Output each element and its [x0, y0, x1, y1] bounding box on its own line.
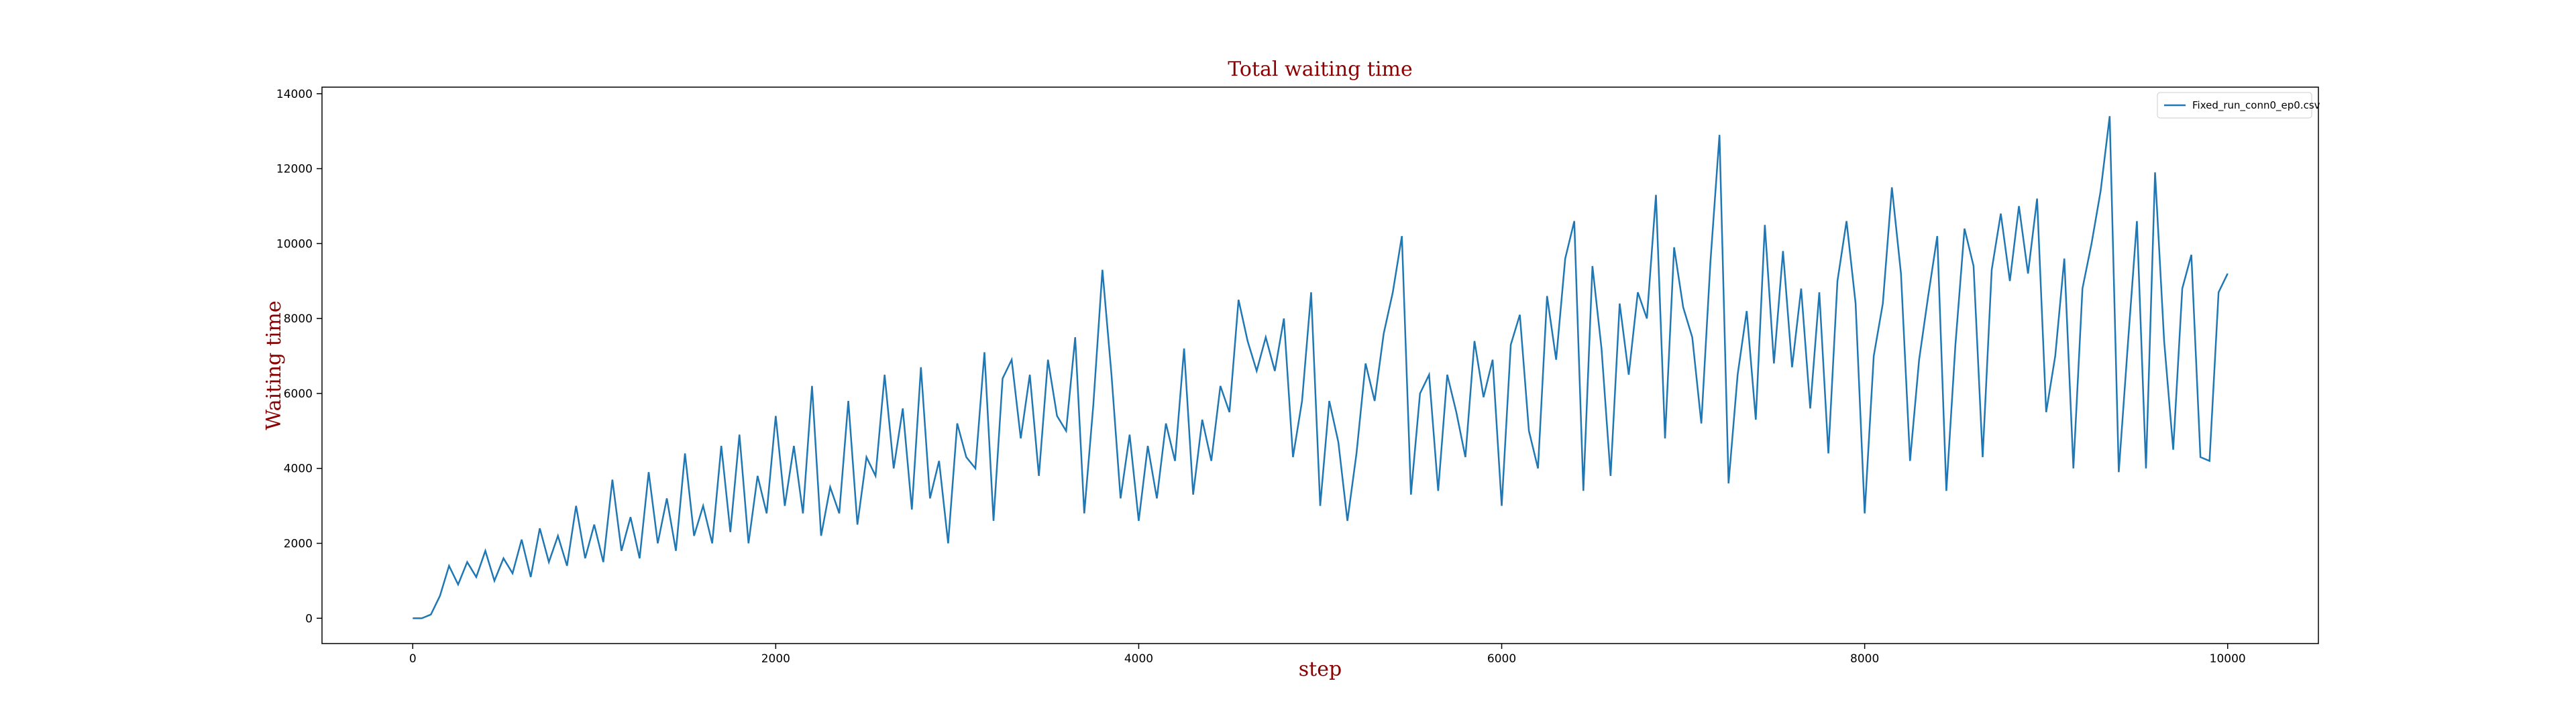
- chart-title: Total waiting time: [1228, 58, 1413, 81]
- y-tick-label: 4000: [284, 463, 313, 476]
- x-tick-label: 2000: [761, 652, 790, 666]
- y-tick-label: 14000: [276, 88, 313, 101]
- y-tick-label: 6000: [284, 387, 313, 401]
- y-tick-label: 2000: [284, 537, 313, 550]
- x-axis-label: step: [1299, 658, 1342, 681]
- x-tick-label: 6000: [1487, 652, 1516, 666]
- data-line: [413, 116, 2229, 619]
- x-tick-label: 8000: [1850, 652, 1879, 666]
- y-axis-label: Waiting time: [262, 300, 286, 430]
- legend-box: [2157, 92, 2312, 119]
- y-tick-label: 10000: [276, 237, 313, 251]
- x-tick-label: 10000: [2210, 652, 2246, 666]
- legend-label: Fixed_run_conn0_ep0.csv: [2192, 99, 2320, 112]
- x-tick-label: 0: [409, 652, 417, 666]
- axes-frame: [321, 86, 2319, 644]
- y-tick-label: 0: [305, 612, 313, 625]
- x-tick-label: 4000: [1124, 652, 1153, 666]
- y-tick-label: 12000: [276, 163, 313, 176]
- y-tick-label: 8000: [284, 312, 313, 326]
